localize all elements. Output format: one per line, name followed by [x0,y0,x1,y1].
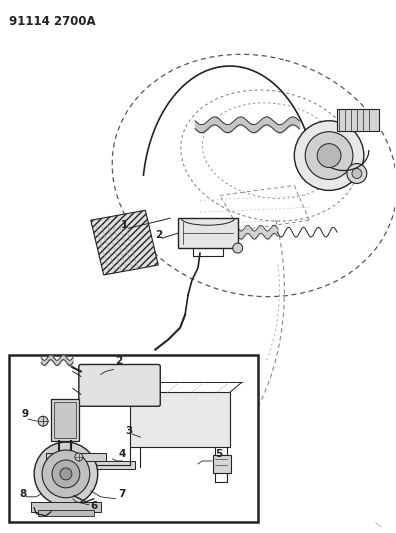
Bar [46,453,106,461]
Circle shape [352,168,362,179]
Bar [337,109,379,131]
Circle shape [317,144,341,167]
Bar [54,402,76,438]
Bar [213,455,231,473]
Circle shape [52,460,80,488]
Text: 2: 2 [116,357,123,367]
Text: 6: 6 [91,500,98,511]
Circle shape [347,164,367,183]
Bar [61,461,135,469]
Circle shape [34,442,98,506]
Text: 2: 2 [155,230,162,240]
Text: 1: 1 [120,220,128,230]
Bar [38,510,94,516]
Text: 9: 9 [21,409,29,419]
Circle shape [42,450,90,498]
Bar [130,392,230,447]
Circle shape [38,416,48,426]
Text: 8: 8 [19,489,27,499]
Bar [31,502,101,512]
Circle shape [233,243,243,253]
Text: 5: 5 [215,449,222,459]
Text: 4: 4 [118,449,126,459]
Circle shape [75,453,83,461]
Text: 3: 3 [126,426,133,436]
Bar [178,218,238,248]
FancyBboxPatch shape [79,365,160,406]
Circle shape [305,132,353,180]
Bar [10,354,257,522]
Polygon shape [91,211,158,275]
Text: 91114 2700A: 91114 2700A [10,15,96,28]
Text: 7: 7 [118,489,126,499]
Bar [51,399,79,441]
Circle shape [60,468,72,480]
Circle shape [294,121,364,190]
